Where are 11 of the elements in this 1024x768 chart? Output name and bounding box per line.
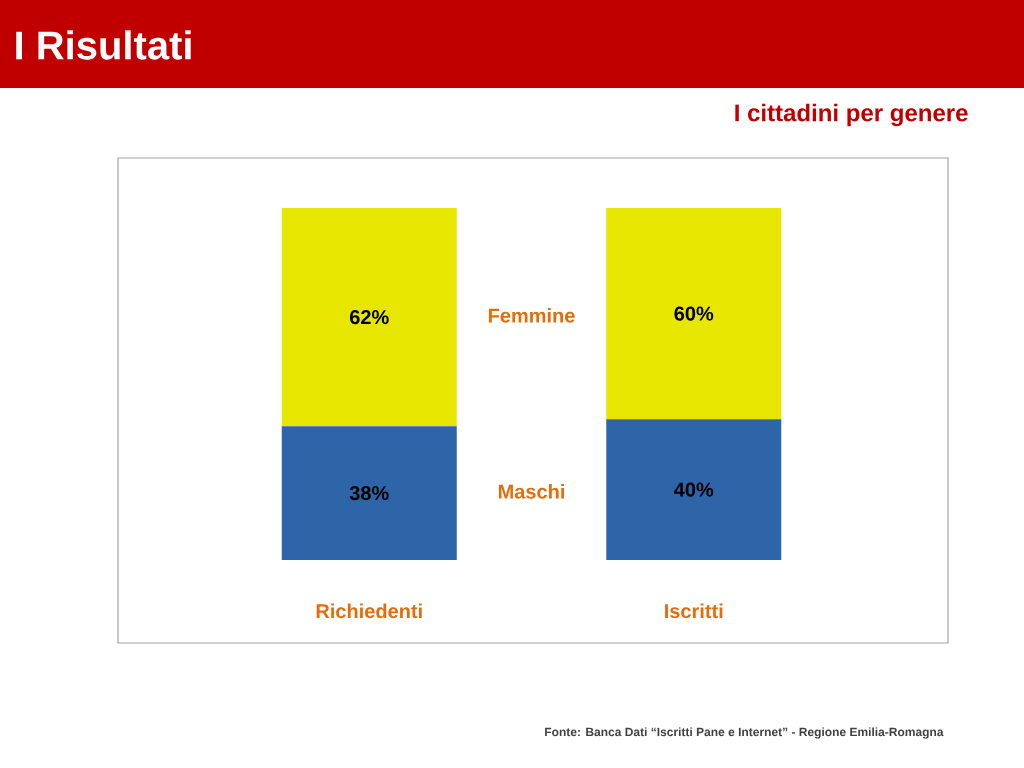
data-label: 38% [349, 486, 389, 501]
chart-subtitle: I cittadini per genere [735, 103, 968, 127]
text: Maschi [498, 484, 564, 499]
chart-title: I Risultati [16, 30, 191, 60]
x-tick-label: Richiedenti [316, 603, 422, 619]
series-label: Femmine [488, 308, 575, 323]
source-note: Fonte: Banca Dati “Iscritti Pane e Internet” - Regione Emilia-Romagna [545, 727, 944, 739]
data-label: 62% [349, 310, 389, 325]
data-label: 60% [674, 306, 714, 321]
x-tick-label: Iscritti [665, 603, 723, 619]
data-label: 40% [674, 482, 714, 497]
